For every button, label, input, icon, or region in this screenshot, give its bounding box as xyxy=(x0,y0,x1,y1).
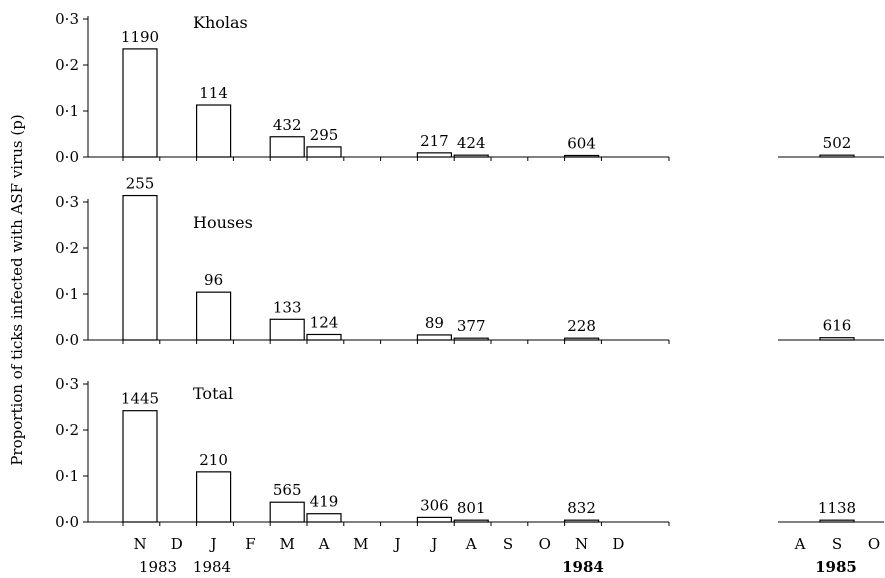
bar-count-label: 133 xyxy=(273,298,302,316)
y-tick-label: 0·3 xyxy=(55,10,79,28)
month-label: D xyxy=(171,535,183,553)
bar xyxy=(306,333,342,341)
bar-count-label: 96 xyxy=(204,271,223,289)
y-tick-label: 0·3 xyxy=(55,375,79,393)
month-label: S xyxy=(503,535,513,553)
y-axis-label: Proportion of ticks infected with ASF vi… xyxy=(8,114,26,465)
y-tick-label: 0·1 xyxy=(55,102,79,120)
bar xyxy=(416,152,452,158)
bar-count-label: 295 xyxy=(310,126,339,144)
bar xyxy=(306,146,342,158)
y-tick-label: 0·3 xyxy=(55,193,79,211)
panel-title: Total xyxy=(193,384,233,403)
bar-count-label: 210 xyxy=(199,451,228,469)
bar xyxy=(306,513,342,523)
month-label: J xyxy=(209,535,217,553)
bar xyxy=(269,136,305,158)
y-tick-label: 0·0 xyxy=(55,513,79,531)
bar xyxy=(819,337,855,341)
bar-count-label: 604 xyxy=(567,135,596,153)
bar xyxy=(453,337,489,341)
bar-count-label: 124 xyxy=(310,313,339,331)
bar xyxy=(453,154,489,158)
bar xyxy=(563,154,600,158)
bar-count-label: 832 xyxy=(567,499,596,517)
month-label: O xyxy=(868,535,880,553)
year-label: 1984 xyxy=(193,558,231,576)
bar xyxy=(563,519,600,523)
month-label: A xyxy=(465,535,477,553)
bar-count-label: 1190 xyxy=(121,28,159,46)
panel-title: Houses xyxy=(193,213,253,232)
panel-title: Kholas xyxy=(193,13,248,32)
month-label: D xyxy=(612,535,624,553)
bar-count-label: 432 xyxy=(273,116,302,134)
bar-count-label: 424 xyxy=(457,134,486,152)
month-label: M xyxy=(353,535,368,553)
y-tick-label: 0·1 xyxy=(55,467,79,485)
bar-count-label: 89 xyxy=(425,314,444,332)
bar-count-label: 228 xyxy=(567,317,596,335)
bar xyxy=(269,318,305,341)
year-label: 1983 xyxy=(139,558,177,576)
y-tick-label: 0·0 xyxy=(55,148,79,166)
bar xyxy=(269,501,305,523)
bar-count-label: 255 xyxy=(126,175,155,193)
month-label: N xyxy=(133,535,146,553)
bar xyxy=(416,334,452,341)
bar-count-label: 306 xyxy=(420,496,449,514)
y-tick-label: 0·2 xyxy=(55,239,79,257)
panel-houses: 0·0 0·1 0·2 0·3 Houses 255 96 133 124 89 377 228 616 xyxy=(55,175,884,349)
year-label: 1984 xyxy=(562,558,604,576)
bar-count-label: 1138 xyxy=(818,499,856,517)
bar-count-label: 1445 xyxy=(121,390,159,408)
bar xyxy=(196,104,232,158)
bar-count-label: 502 xyxy=(823,134,852,152)
month-label: M xyxy=(280,535,295,553)
panel-total: 0·0 0·1 0·2 0·3 Total 1445 210 565 419 306 801 832 1… xyxy=(55,375,884,531)
month-label: J xyxy=(429,535,437,553)
month-label: O xyxy=(539,535,551,553)
month-label: A xyxy=(318,535,330,553)
bar-count-label: 801 xyxy=(457,499,486,517)
bar xyxy=(453,519,489,523)
year-label: 1985 xyxy=(815,558,857,576)
bar-count-label: 114 xyxy=(199,84,228,102)
month-label: J xyxy=(393,535,401,553)
y-tick-label: 0·2 xyxy=(55,56,79,74)
bar-count-label: 377 xyxy=(457,317,486,335)
bar-count-label: 616 xyxy=(823,317,852,335)
bar xyxy=(416,516,452,523)
bar-count-label: 565 xyxy=(273,481,302,499)
panel-kholas: 0·0 0·1 0·2 0·3 Kholas 1190 114 432 295 217 424 604… xyxy=(55,10,884,166)
y-tick-label: 0·1 xyxy=(55,285,79,303)
bar-count-label: 419 xyxy=(310,493,339,511)
month-label: F xyxy=(245,535,255,553)
bar xyxy=(122,194,158,341)
y-tick-label: 0·0 xyxy=(55,331,79,349)
month-label: A xyxy=(794,535,806,553)
bar xyxy=(196,291,232,341)
bar xyxy=(122,410,158,523)
bar xyxy=(819,154,855,158)
bar xyxy=(122,48,158,158)
month-label: S xyxy=(832,535,842,553)
bar xyxy=(563,337,600,341)
y-tick-label: 0·2 xyxy=(55,421,79,439)
bar xyxy=(196,471,232,523)
month-label: N xyxy=(575,535,588,553)
bar xyxy=(819,519,855,523)
bar-count-label: 217 xyxy=(420,132,449,150)
